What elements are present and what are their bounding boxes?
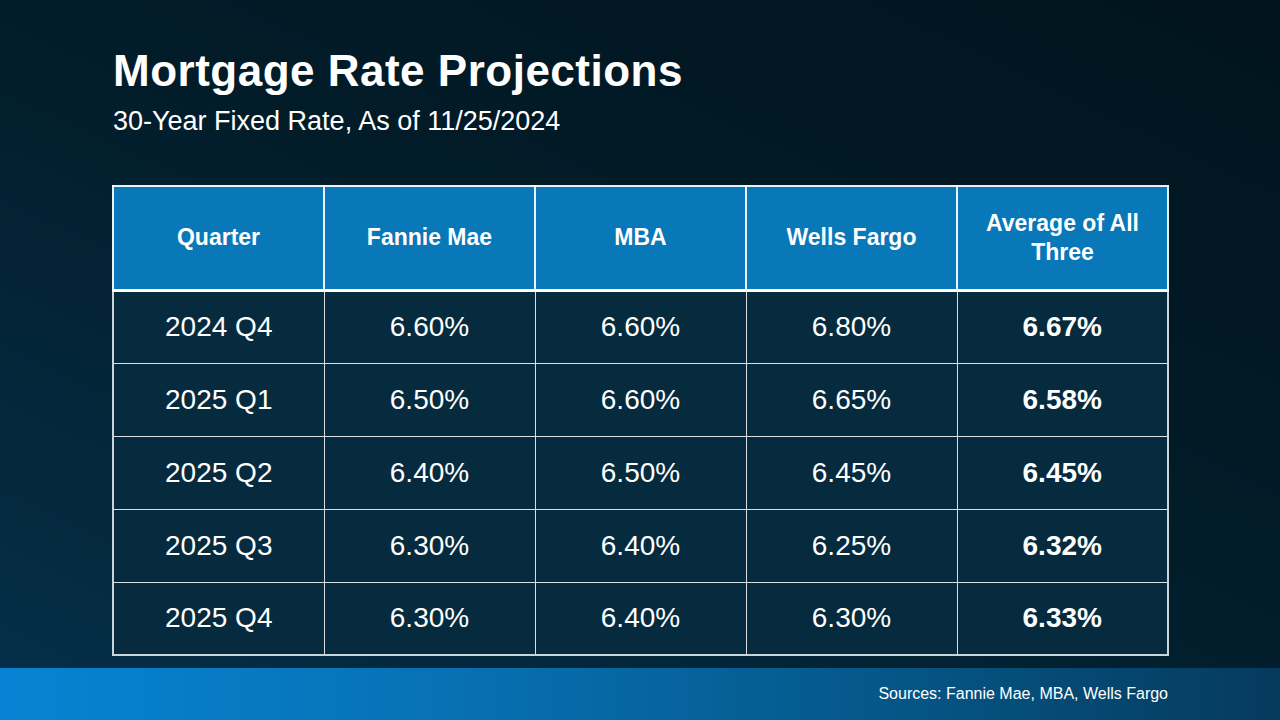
column-header-fannie-mae: Fannie Mae bbox=[324, 186, 535, 290]
column-header-average: Average of All Three bbox=[957, 186, 1168, 290]
projections-table-container: Quarter Fannie Mae MBA Wells Fargo Avera… bbox=[112, 185, 1169, 656]
cell-mba: 6.40% bbox=[535, 582, 746, 655]
cell-fannie-mae: 6.30% bbox=[324, 582, 535, 655]
cell-wells-fargo: 6.45% bbox=[746, 436, 957, 509]
table-row: 2025 Q1 6.50% 6.60% 6.65% 6.58% bbox=[113, 363, 1168, 436]
cell-quarter: 2024 Q4 bbox=[113, 290, 324, 363]
cell-quarter: 2025 Q1 bbox=[113, 363, 324, 436]
page-title: Mortgage Rate Projections bbox=[113, 46, 683, 96]
cell-wells-fargo: 6.25% bbox=[746, 509, 957, 582]
column-header-wells-fargo: Wells Fargo bbox=[746, 186, 957, 290]
cell-wells-fargo: 6.30% bbox=[746, 582, 957, 655]
footer-bar: Sources: Fannie Mae, MBA, Wells Fargo bbox=[0, 668, 1280, 720]
cell-average: 6.45% bbox=[957, 436, 1168, 509]
cell-quarter: 2025 Q2 bbox=[113, 436, 324, 509]
cell-average: 6.32% bbox=[957, 509, 1168, 582]
page-subtitle: 30-Year Fixed Rate, As of 11/25/2024 bbox=[113, 106, 560, 137]
cell-mba: 6.60% bbox=[535, 290, 746, 363]
table-body: 2024 Q4 6.60% 6.60% 6.80% 6.67% 2025 Q1 … bbox=[113, 290, 1168, 655]
cell-fannie-mae: 6.50% bbox=[324, 363, 535, 436]
slide-background: Mortgage Rate Projections 30-Year Fixed … bbox=[0, 0, 1280, 720]
cell-fannie-mae: 6.40% bbox=[324, 436, 535, 509]
table-row: 2025 Q3 6.30% 6.40% 6.25% 6.32% bbox=[113, 509, 1168, 582]
cell-quarter: 2025 Q4 bbox=[113, 582, 324, 655]
cell-wells-fargo: 6.65% bbox=[746, 363, 957, 436]
table-row: 2024 Q4 6.60% 6.60% 6.80% 6.67% bbox=[113, 290, 1168, 363]
cell-fannie-mae: 6.60% bbox=[324, 290, 535, 363]
cell-fannie-mae: 6.30% bbox=[324, 509, 535, 582]
cell-average: 6.67% bbox=[957, 290, 1168, 363]
projections-table: Quarter Fannie Mae MBA Wells Fargo Avera… bbox=[112, 185, 1169, 656]
sources-attribution: Sources: Fannie Mae, MBA, Wells Fargo bbox=[878, 685, 1168, 703]
cell-average: 6.58% bbox=[957, 363, 1168, 436]
cell-wells-fargo: 6.80% bbox=[746, 290, 957, 363]
table-row: 2025 Q2 6.40% 6.50% 6.45% 6.45% bbox=[113, 436, 1168, 509]
cell-quarter: 2025 Q3 bbox=[113, 509, 324, 582]
cell-mba: 6.50% bbox=[535, 436, 746, 509]
column-header-quarter: Quarter bbox=[113, 186, 324, 290]
table-row: 2025 Q4 6.30% 6.40% 6.30% 6.33% bbox=[113, 582, 1168, 655]
table-header-row: Quarter Fannie Mae MBA Wells Fargo Avera… bbox=[113, 186, 1168, 290]
column-header-mba: MBA bbox=[535, 186, 746, 290]
cell-mba: 6.60% bbox=[535, 363, 746, 436]
cell-mba: 6.40% bbox=[535, 509, 746, 582]
cell-average: 6.33% bbox=[957, 582, 1168, 655]
